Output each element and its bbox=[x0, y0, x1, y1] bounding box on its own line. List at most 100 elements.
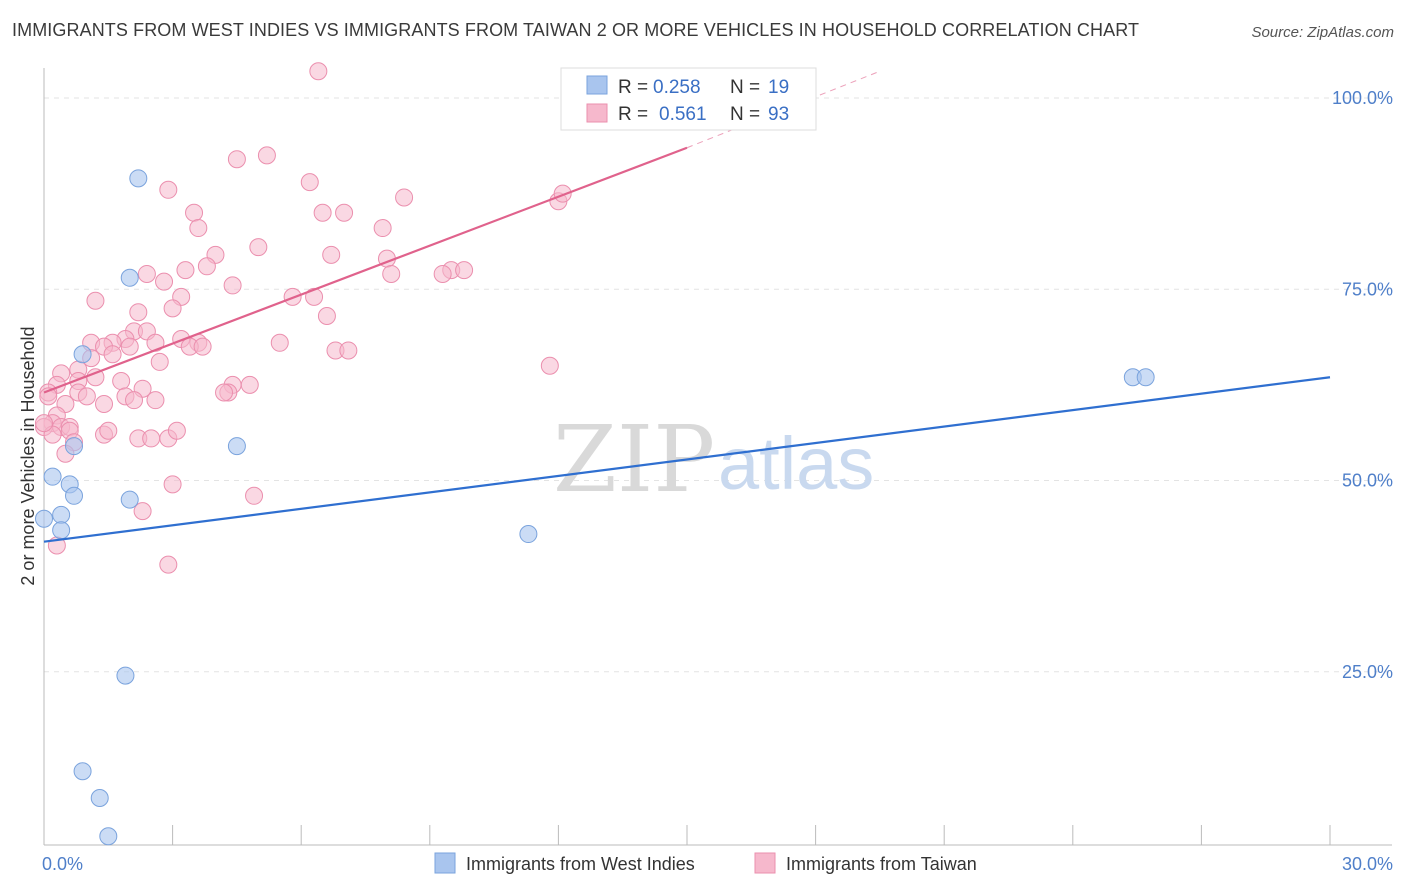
taiwan-point bbox=[159, 555, 178, 574]
taiwan-point bbox=[455, 261, 474, 280]
taiwan-point bbox=[335, 203, 354, 222]
west-indies-point bbox=[99, 827, 118, 846]
west-indies-point bbox=[35, 509, 53, 528]
taiwan-point bbox=[215, 383, 234, 402]
taiwan-point bbox=[146, 391, 165, 410]
legend-n-label-1: N = bbox=[730, 77, 760, 98]
taiwan-points bbox=[35, 62, 572, 574]
taiwan-point bbox=[197, 257, 216, 276]
taiwan-point bbox=[129, 303, 148, 322]
west-indies-point bbox=[120, 268, 139, 287]
taiwan-point bbox=[309, 62, 328, 81]
taiwan-point bbox=[133, 502, 152, 521]
taiwan-trend-line bbox=[43, 146, 688, 394]
taiwan-point bbox=[112, 372, 131, 391]
legend-n-label-2: N = bbox=[730, 104, 760, 125]
axes bbox=[43, 68, 1392, 846]
west-indies-point bbox=[73, 345, 92, 364]
taiwan-point bbox=[395, 188, 414, 207]
taiwan-point bbox=[163, 475, 182, 494]
west-indies-point bbox=[90, 788, 109, 807]
west-indies-point bbox=[65, 486, 84, 505]
west-indies-point bbox=[52, 521, 71, 540]
legend-n-value-2: 93 bbox=[768, 104, 789, 125]
taiwan-point bbox=[176, 261, 195, 280]
taiwan-point bbox=[227, 150, 246, 169]
taiwan-point bbox=[193, 337, 212, 356]
west-indies-point bbox=[73, 762, 92, 781]
taiwan-point bbox=[99, 421, 118, 440]
west-indies-point bbox=[65, 437, 84, 456]
west-indies-trend-line bbox=[43, 376, 1331, 543]
taiwan-point bbox=[159, 180, 178, 199]
x-tick-labels: 0.0% 30.0% bbox=[42, 854, 1393, 874]
taiwan-point bbox=[300, 173, 319, 192]
y-tick-label: 50.0% bbox=[1342, 471, 1393, 491]
taiwan-point bbox=[245, 486, 264, 505]
taiwan-point bbox=[95, 395, 114, 413]
y-tick-label: 25.0% bbox=[1342, 662, 1393, 682]
taiwan-point bbox=[339, 341, 358, 360]
taiwan-point bbox=[305, 287, 324, 306]
taiwan-point bbox=[142, 429, 161, 448]
watermark: ZIP atlas bbox=[553, 406, 874, 513]
y-tick-label: 100.0% bbox=[1332, 88, 1393, 108]
bottom-legend-west-indies: Immigrants from West Indies bbox=[466, 854, 695, 874]
west-indies-point bbox=[1136, 368, 1155, 387]
west-indies-point bbox=[43, 467, 62, 486]
chart-title: IMMIGRANTS FROM WEST INDIES VS IMMIGRANT… bbox=[12, 20, 1140, 40]
legend-r-value-1: 0.258 bbox=[653, 77, 701, 98]
legend-swatch-taiwan bbox=[586, 103, 608, 123]
taiwan-point bbox=[223, 276, 242, 295]
taiwan-point bbox=[155, 272, 174, 291]
taiwan-point bbox=[257, 146, 276, 165]
gridlines bbox=[44, 97, 1392, 673]
taiwan-point bbox=[553, 184, 572, 203]
taiwan-point bbox=[167, 421, 186, 440]
taiwan-point bbox=[137, 264, 156, 283]
taiwan-point bbox=[313, 203, 332, 222]
west-indies-point bbox=[120, 490, 139, 509]
west-indies-point bbox=[129, 169, 148, 188]
taiwan-point bbox=[163, 299, 182, 318]
taiwan-point bbox=[35, 414, 53, 433]
taiwan-point bbox=[103, 345, 122, 364]
source-credit: Source: ZipAtlas.com bbox=[1251, 24, 1394, 41]
legend: R = 0.258 N = 19 R = 0.561 N = 93 bbox=[560, 67, 817, 131]
bottom-legend-swatch-taiwan bbox=[754, 852, 776, 874]
taiwan-point bbox=[185, 203, 204, 222]
legend-swatch-west-indies bbox=[586, 75, 608, 95]
taiwan-point bbox=[125, 391, 144, 410]
taiwan-point bbox=[249, 238, 268, 257]
y-axis-label: 2 or more Vehicles in Household bbox=[18, 326, 38, 585]
taiwan-point bbox=[270, 333, 289, 352]
taiwan-point bbox=[373, 219, 392, 238]
west-indies-points bbox=[35, 169, 1155, 846]
taiwan-point bbox=[433, 264, 452, 283]
y-tick-labels: 25.0% 50.0% 75.0% 100.0% bbox=[1332, 88, 1393, 682]
taiwan-point bbox=[120, 337, 139, 356]
legend-r-label-2: R = bbox=[618, 104, 648, 125]
taiwan-point bbox=[189, 219, 208, 238]
west-indies-point bbox=[52, 505, 71, 524]
x-tick-label-max: 30.0% bbox=[1342, 854, 1393, 874]
taiwan-point bbox=[382, 264, 401, 283]
legend-n-value-1: 19 bbox=[768, 77, 789, 98]
taiwan-point bbox=[317, 307, 336, 326]
y-tick-label: 75.0% bbox=[1342, 279, 1393, 299]
legend-r-label-1: R = bbox=[618, 77, 648, 98]
watermark-atlas: atlas bbox=[718, 422, 874, 505]
taiwan-point bbox=[86, 291, 105, 310]
west-indies-point bbox=[227, 437, 246, 456]
west-indies-point bbox=[116, 666, 135, 685]
west-indies-point bbox=[519, 525, 538, 544]
taiwan-point bbox=[150, 352, 169, 371]
bottom-legend: Immigrants from West Indies Immigrants f… bbox=[434, 852, 977, 874]
legend-r-value-2: 0.561 bbox=[659, 104, 707, 125]
taiwan-point bbox=[322, 245, 341, 264]
x-tick-label-min: 0.0% bbox=[42, 854, 83, 874]
bottom-legend-taiwan: Immigrants from Taiwan bbox=[786, 854, 977, 874]
taiwan-point bbox=[240, 375, 259, 394]
taiwan-point bbox=[146, 333, 165, 352]
